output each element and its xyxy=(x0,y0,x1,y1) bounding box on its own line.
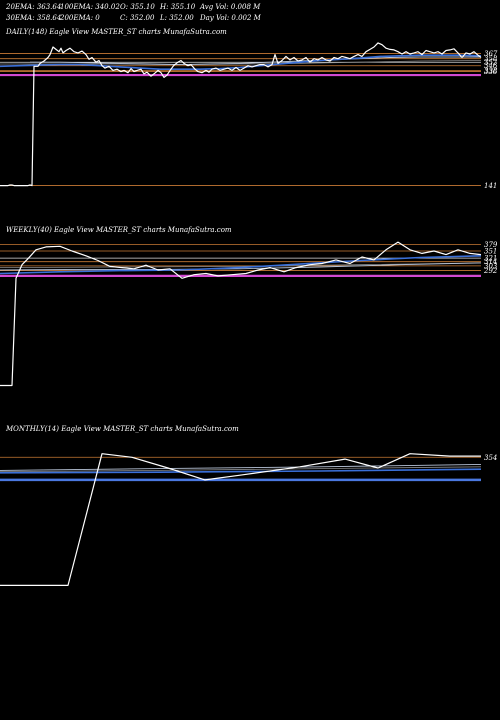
ema-gray-line xyxy=(0,466,482,472)
ema-gray-line xyxy=(0,262,482,269)
price-line xyxy=(0,241,482,387)
ema-blue-line xyxy=(0,255,482,275)
level-label-367: 367 xyxy=(484,50,498,58)
header-row-1: 20EMA: 363.64 100EMA: 340.02 O: 355.10 H… xyxy=(5,3,261,11)
level-label-358: 358 xyxy=(484,55,498,63)
header-row-2: 30EMA: 358.64 200EMA: 0 C: 352.00 L: 352… xyxy=(6,14,262,22)
ema-light-line xyxy=(0,463,482,471)
header-open: O: 355.10 xyxy=(120,3,155,11)
price-line xyxy=(0,42,482,187)
header-30ema: 30EMA: 358.64 xyxy=(6,14,61,22)
header-day-vol: Day Vol: 0.002 M xyxy=(199,14,262,22)
ema-light-line xyxy=(0,262,482,271)
level-label-141: 141 xyxy=(484,182,497,190)
level-label-351: 351 xyxy=(484,248,497,256)
level-label-354: 354 xyxy=(484,454,497,462)
daily-title: DAILY(148) Eagle View MASTER_ST charts M… xyxy=(5,28,227,36)
header-low: L: 352.00 xyxy=(159,14,194,22)
header-avg-vol: Avg Vol: 0.008 M xyxy=(199,3,261,11)
weekly-title: WEEKLY(40) Eagle View MASTER_ST charts M… xyxy=(6,226,232,234)
level-label-314: 314 xyxy=(484,258,497,266)
level-label-321: 321 xyxy=(484,255,497,263)
daily-panel: DAILY(148) Eagle View MASTER_ST charts M… xyxy=(0,28,498,190)
monthly-panel: MONTHLY(14) Eagle View MASTER_ST charts … xyxy=(0,425,497,587)
level-label-303: 303 xyxy=(484,262,498,270)
level-label-292: 292 xyxy=(483,267,498,275)
header-20ema: 20EMA: 363.64 xyxy=(5,3,61,11)
level-label-352: 352 xyxy=(484,59,498,67)
level-label-346: 346 xyxy=(484,62,498,70)
price-line xyxy=(0,453,481,587)
header-high: H: 355.10 xyxy=(159,3,196,11)
header-200ema: 200EMA: 0 xyxy=(59,14,100,22)
monthly-title: MONTHLY(14) Eagle View MASTER_ST charts … xyxy=(5,425,239,433)
ema-blue-line xyxy=(0,468,482,474)
level-label-379: 379 xyxy=(484,241,498,249)
level-label-336: 336 xyxy=(484,68,498,76)
header-100ema: 100EMA: 340.02 xyxy=(60,3,120,11)
weekly-panel: WEEKLY(40) Eagle View MASTER_ST charts M… xyxy=(0,226,498,387)
header-close: C: 352.00 xyxy=(120,14,155,22)
ema-blue-line xyxy=(0,54,482,70)
level-label-338: 338 xyxy=(484,67,498,75)
ema-light-line xyxy=(30,56,481,66)
